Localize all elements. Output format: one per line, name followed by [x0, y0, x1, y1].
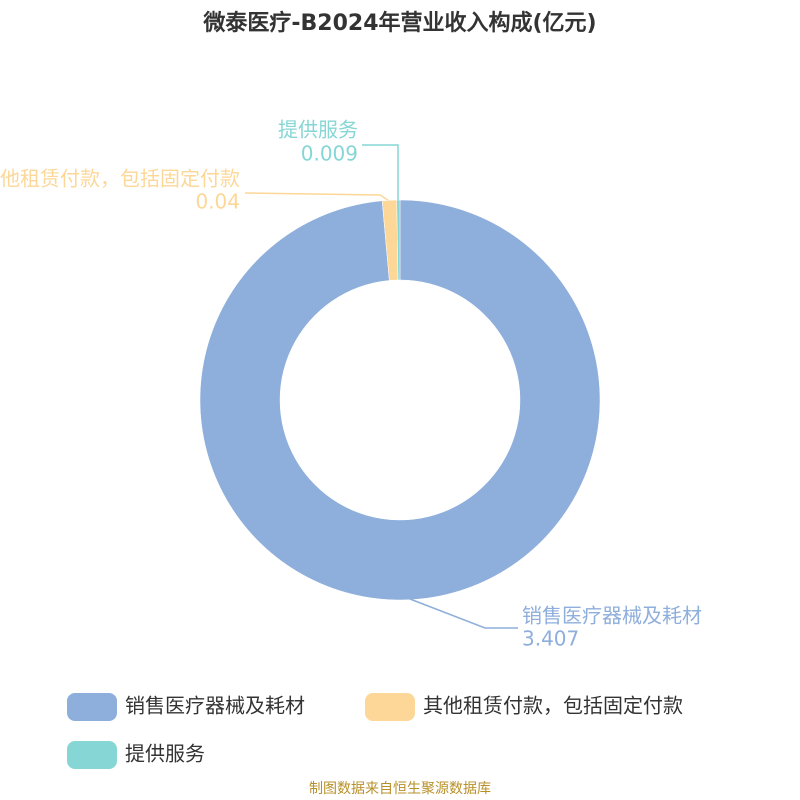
legend-label: 提供服务 — [125, 742, 205, 766]
donut-slice — [199, 199, 601, 601]
chart-title: 微泰医疗-B2024年营业收入构成(亿元) — [202, 10, 596, 36]
source-note: 制图数据来自恒生聚源数据库 — [309, 781, 491, 797]
legend-swatch — [67, 693, 117, 721]
leader-line — [244, 192, 389, 201]
donut-slice — [396, 199, 401, 281]
legend-swatch — [365, 693, 415, 721]
leader-line — [409, 598, 518, 629]
data-label-name: 提供服务 — [278, 118, 358, 142]
data-label-name: 销售医疗器械及耗材 — [522, 604, 702, 628]
data-label-value: 0.04 — [195, 190, 240, 214]
legend-swatch — [67, 741, 117, 769]
legend-label: 其他租赁付款，包括固定付款 — [423, 694, 683, 718]
data-label-value: 3.407 — [522, 627, 579, 651]
data-label-name: 其他租赁付款，包括固定付款 — [0, 167, 240, 191]
leader-line — [362, 144, 399, 200]
data-label-value: 0.009 — [301, 142, 358, 166]
legend-label: 销售医疗器械及耗材 — [125, 694, 305, 718]
